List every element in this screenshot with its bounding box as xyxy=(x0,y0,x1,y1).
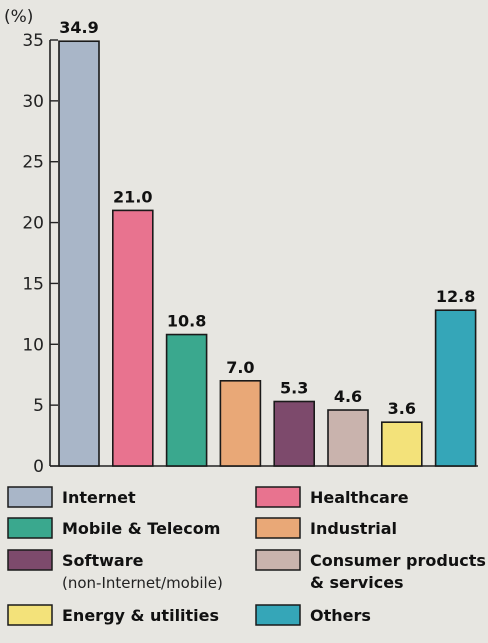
value-label: 7.0 xyxy=(226,358,254,377)
y-tick-label: 20 xyxy=(22,214,44,234)
bars xyxy=(58,40,477,467)
legend-swatch xyxy=(255,517,301,539)
bar xyxy=(380,421,423,467)
legend-label: Industrial xyxy=(310,519,397,538)
legend-swatch xyxy=(7,517,53,539)
value-label: 34.9 xyxy=(59,18,98,37)
value-label: 3.6 xyxy=(388,399,416,418)
bar xyxy=(273,400,316,467)
legend-label: Internet xyxy=(62,488,136,507)
value-label: 21.0 xyxy=(113,187,152,206)
legend-swatch xyxy=(7,604,53,626)
legend-label: Healthcare xyxy=(310,488,409,507)
bar xyxy=(327,409,369,467)
value-label: 12.8 xyxy=(436,287,475,306)
y-tick-label: 5 xyxy=(33,396,44,416)
legend-swatch xyxy=(7,549,53,571)
y-tick-label: 10 xyxy=(22,335,44,355)
legend-label: Software xyxy=(62,551,144,570)
value-label: 4.6 xyxy=(334,387,362,406)
bar xyxy=(165,333,208,467)
value-labels: 34.9 21.0 10.8 7.0 5.3 4.6 3.6 12.8 xyxy=(59,18,475,418)
bar xyxy=(112,209,154,467)
legend-swatch xyxy=(255,486,301,508)
legend-sublabel: (non-Internet/mobile) xyxy=(62,574,223,592)
value-label: 5.3 xyxy=(280,378,308,397)
y-tick-label: 25 xyxy=(22,153,44,173)
value-label: 10.8 xyxy=(167,312,206,331)
legend-label: Energy & utilities xyxy=(62,606,219,625)
legend: Internet Healthcare Mobile & Telecom Indust… xyxy=(7,486,486,626)
legend-label: Consumer products xyxy=(310,551,486,570)
legend-swatch xyxy=(7,486,53,508)
bar xyxy=(219,379,262,467)
legend-swatch xyxy=(255,549,301,571)
y-tick-label: 35 xyxy=(22,31,44,51)
y-tick-label: 0 xyxy=(33,457,44,477)
bar xyxy=(434,309,477,467)
bar xyxy=(58,40,100,467)
legend-label: Mobile & Telecom xyxy=(62,519,220,538)
legend-label: Others xyxy=(310,606,371,625)
y-axis-unit-label: (%) xyxy=(4,7,33,27)
legend-sublabel: & services xyxy=(310,573,404,592)
y-tick-label: 15 xyxy=(22,274,44,294)
legend-swatch xyxy=(255,604,301,626)
y-tick-label: 30 xyxy=(22,92,44,112)
